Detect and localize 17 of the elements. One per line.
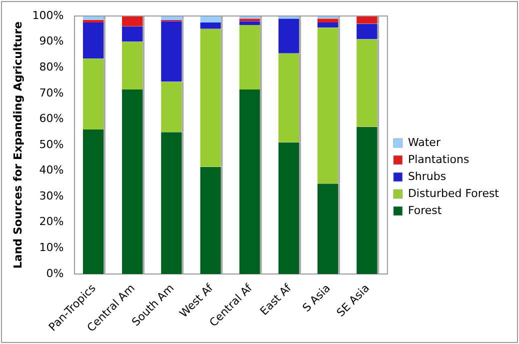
y-tick-label: 0% — [46, 266, 64, 280]
y-tick-label: 40% — [39, 164, 64, 177]
legend-label: Shrubs — [408, 170, 446, 183]
y-axis-title: Land Sources for Expanding Agriculture — [11, 21, 24, 269]
y-tick-label: 70% — [39, 86, 64, 100]
y-tick-label: 80% — [39, 60, 64, 74]
y-tick-label: 30% — [39, 189, 64, 202]
y-tick-label: 20% — [39, 215, 64, 228]
legend-label: Disturbed Forest — [408, 186, 500, 200]
y-tick-label: 60% — [39, 112, 64, 126]
legend-label: Water — [408, 136, 441, 149]
y-tick-label: 90% — [39, 34, 64, 48]
y-tick-label: 50% — [39, 138, 64, 151]
y-tick-label: 100% — [32, 8, 64, 22]
y-tick-label: 10% — [39, 241, 64, 254]
legend-label: Plantations — [408, 152, 470, 166]
legend-label: Forest — [408, 204, 442, 217]
